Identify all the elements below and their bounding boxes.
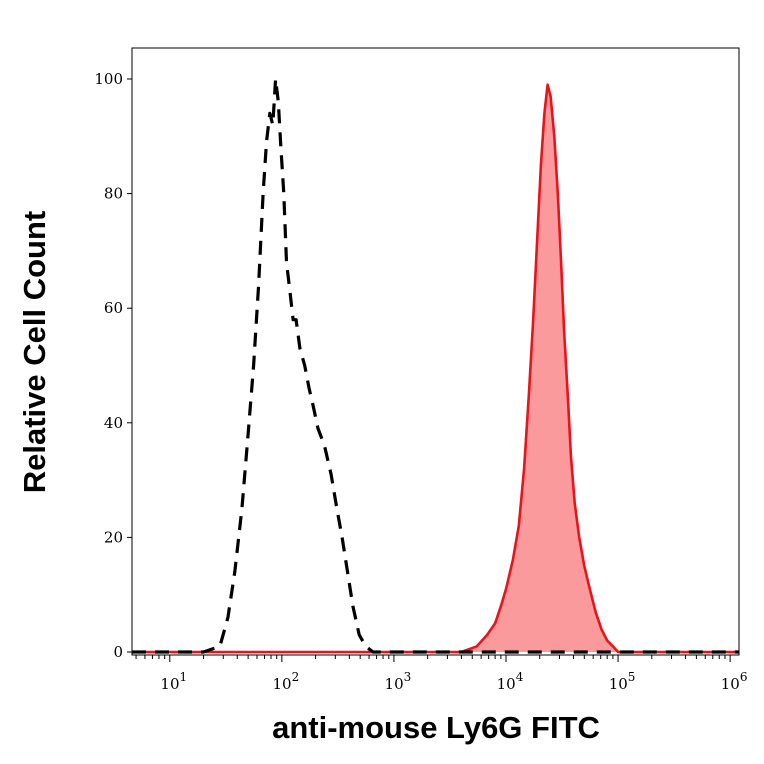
y-axis-ticks: 0 20 40 60 80 100 bbox=[94, 70, 132, 661]
plot-frame bbox=[131, 47, 740, 656]
y-tick-label: 40 bbox=[104, 414, 123, 432]
series-layer bbox=[132, 77, 739, 654]
x-tick-label: 106 bbox=[721, 670, 748, 693]
y-tick-label: 0 bbox=[113, 643, 123, 661]
y-tick-label: 20 bbox=[104, 528, 123, 546]
series-fill-area bbox=[132, 84, 739, 652]
x-axis-ticks: 101 102 103 104 105 106 bbox=[135, 655, 748, 693]
y-axis-title: Relative Cell Count bbox=[17, 211, 52, 494]
y-tick-label: 60 bbox=[104, 299, 123, 317]
x-tick-label: 102 bbox=[272, 670, 299, 693]
x-tick-label: 103 bbox=[385, 670, 412, 693]
y-tick-label: 80 bbox=[104, 185, 123, 203]
x-tick-label: 105 bbox=[609, 670, 636, 693]
series-line-solid bbox=[132, 83, 739, 654]
x-axis-title: anti-mouse Ly6G FITC bbox=[272, 710, 600, 745]
series-line-dashed bbox=[132, 77, 739, 654]
y-tick-label: 100 bbox=[94, 70, 123, 88]
x-tick-label: 104 bbox=[497, 670, 524, 693]
x-tick-label: 101 bbox=[160, 670, 187, 693]
